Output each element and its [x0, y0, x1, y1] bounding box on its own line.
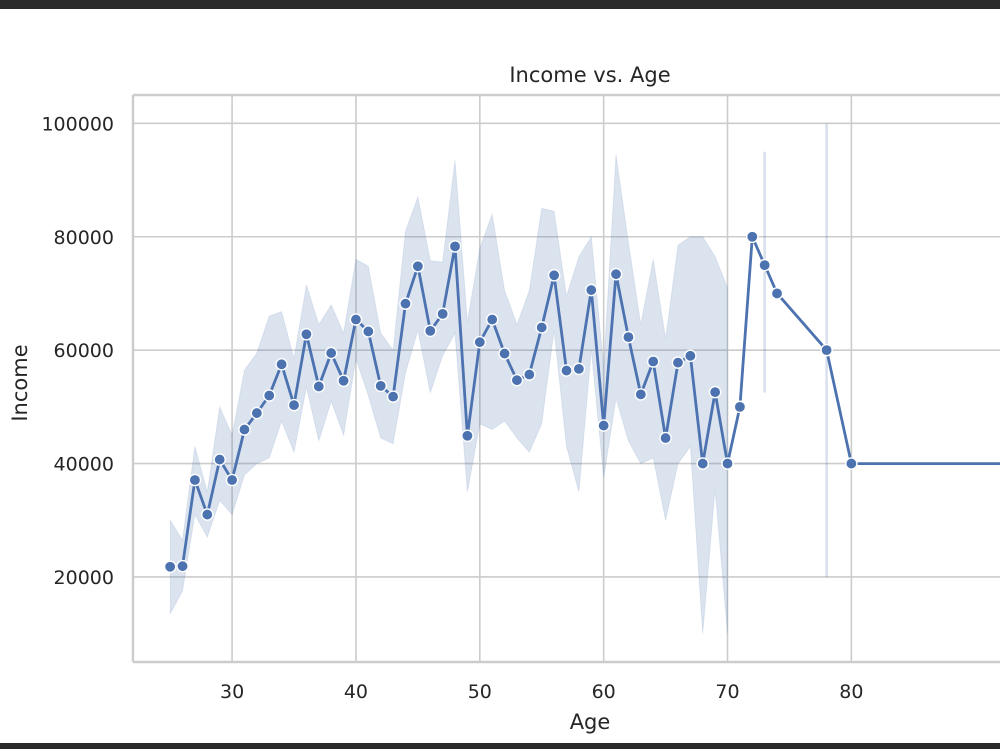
data-point [473, 335, 487, 349]
data-point [498, 347, 511, 360]
data-point [758, 258, 771, 272]
data-point [201, 508, 214, 521]
data-point [820, 343, 833, 357]
data-point [386, 390, 400, 403]
data-point [721, 457, 734, 470]
y-tick-label: 60000 [54, 340, 114, 362]
data-point [411, 259, 425, 273]
data-point [659, 431, 672, 445]
plot-frame [131, 93, 1000, 664]
x-tick-labels: 30 40 50 60 70 80 [220, 681, 863, 703]
data-point [622, 330, 635, 344]
y-tick-labels: 20000 40000 60000 80000 100000 [41, 113, 114, 589]
y-tick-label: 80000 [54, 227, 114, 249]
y-axis-label: Income [8, 344, 32, 421]
x-axis-label: Age [570, 710, 611, 734]
data-point [312, 380, 326, 393]
data-point [745, 230, 759, 244]
data-point [349, 313, 363, 326]
data-point [609, 267, 623, 281]
data-point [560, 364, 573, 377]
data-point [374, 379, 388, 393]
data-point [770, 287, 784, 300]
data-point [510, 373, 524, 387]
data-point [287, 398, 301, 412]
x-tick-label: 60 [592, 681, 616, 703]
data-point [262, 389, 276, 402]
window-top-bar [0, 0, 1000, 9]
data-point [634, 388, 648, 401]
grid-lines [133, 95, 1000, 662]
data-point [324, 346, 338, 360]
data-point [213, 453, 226, 466]
data-point [188, 473, 202, 487]
data-point [584, 283, 598, 297]
data-point [250, 406, 264, 420]
data-point [733, 400, 747, 414]
y-tick-label: 100000 [41, 113, 114, 135]
data-point [523, 368, 536, 381]
x-tick-label: 30 [220, 681, 244, 703]
data-point [696, 457, 710, 470]
data-point [572, 362, 586, 376]
data-point [485, 313, 499, 326]
data-point [362, 325, 375, 338]
data-point [399, 297, 412, 310]
data-point [163, 560, 177, 574]
chart-title: Income vs. Age [509, 63, 670, 87]
x-tick-label: 50 [468, 681, 492, 703]
data-point [436, 307, 449, 321]
data-point [275, 358, 288, 371]
data-point [597, 419, 610, 432]
data-point [337, 374, 350, 388]
data-point [547, 269, 561, 282]
data-point [238, 423, 251, 436]
y-tick-label: 20000 [54, 567, 114, 589]
confidence-band [169, 154, 728, 634]
data-point [300, 327, 313, 341]
data-point [708, 385, 722, 399]
data-point [448, 240, 462, 253]
data-point [671, 356, 685, 369]
data-point [176, 559, 189, 573]
x-tick-label: 70 [715, 681, 739, 703]
data-point [646, 355, 660, 368]
window-bottom-bar [0, 743, 1000, 749]
data-point [684, 349, 697, 363]
x-tick-label: 80 [839, 681, 863, 703]
data-point [845, 457, 858, 470]
data-point [535, 321, 549, 334]
x-tick-label: 40 [344, 681, 368, 703]
data-point [225, 473, 239, 487]
data-points [163, 230, 858, 574]
data-point [461, 429, 474, 443]
y-tick-label: 40000 [54, 454, 114, 476]
data-point [423, 324, 437, 338]
